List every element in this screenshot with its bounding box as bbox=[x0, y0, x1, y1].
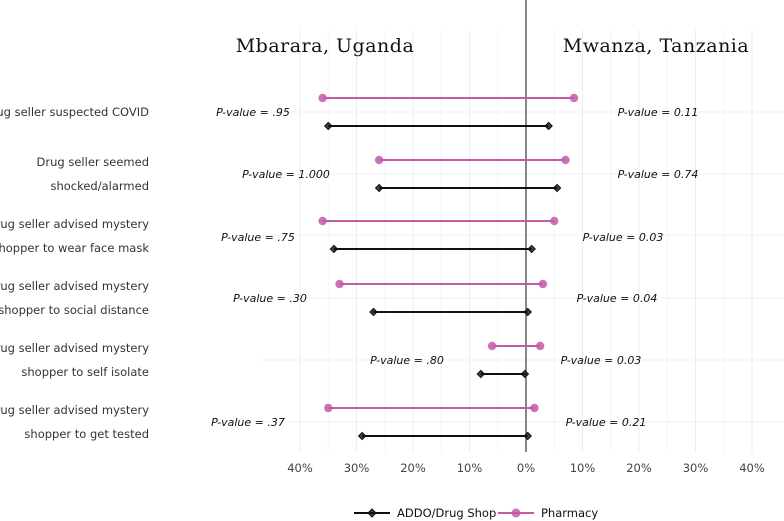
legend: ADDO/Drug Shop Pharmacy bbox=[354, 506, 598, 520]
p-value-uganda: P-value = .37 bbox=[211, 416, 285, 429]
x-tick-label: 10% bbox=[570, 461, 596, 475]
point-uganda bbox=[357, 431, 367, 441]
point-uganda bbox=[476, 369, 486, 379]
point-tanzania bbox=[523, 431, 533, 441]
region-title-uganda: Mbarara, Uganda bbox=[236, 35, 415, 57]
data-marks bbox=[318, 93, 579, 441]
x-tick-label: 10% bbox=[457, 461, 483, 475]
legend-marker-addo bbox=[367, 508, 377, 518]
p-value-uganda: P-value = .80 bbox=[370, 354, 444, 367]
point-uganda bbox=[329, 244, 339, 254]
point-uganda bbox=[318, 93, 327, 103]
category-label: shopper to get tested bbox=[24, 427, 149, 441]
point-tanzania bbox=[552, 183, 562, 193]
x-tick-label: 40% bbox=[287, 461, 313, 475]
p-value-tanzania: P-value = 0.21 bbox=[566, 416, 647, 429]
p-value-tanzania: P-value = 0.04 bbox=[577, 292, 658, 305]
legend-label-addo: ADDO/Drug Shop bbox=[397, 506, 496, 520]
category-label: Drug seller advised mystery bbox=[0, 403, 149, 417]
p-value-annotations: P-value = .95 P-value = 1.000 P-value = .7… bbox=[211, 106, 698, 429]
point-uganda bbox=[335, 279, 344, 289]
point-tanzania bbox=[527, 244, 536, 254]
region-title-tanzania: Mwanza, Tanzania bbox=[563, 35, 749, 57]
category-labels: Drug seller suspected COVID Drug seller s… bbox=[0, 105, 149, 441]
p-value-uganda: P-value = .30 bbox=[233, 292, 307, 305]
category-label: Drug seller seemed bbox=[37, 155, 149, 169]
p-value-uganda: P-value = 1.000 bbox=[242, 168, 330, 181]
legend-marker-pharmacy bbox=[511, 508, 521, 518]
category-label: shopper to wear face mask bbox=[0, 241, 149, 255]
p-value-uganda: P-value = .95 bbox=[216, 106, 290, 119]
category-label: Drug seller advised mystery bbox=[0, 217, 149, 231]
category-label: Drug seller suspected COVID bbox=[0, 105, 149, 119]
category-label: shopper to self isolate bbox=[21, 365, 149, 379]
x-tick-label: 0% bbox=[517, 461, 535, 475]
x-axis: 40% 30% 20% 10% 0% 10% 20% 30% 40% bbox=[287, 0, 765, 475]
point-uganda bbox=[374, 183, 384, 193]
point-tanzania bbox=[523, 307, 533, 317]
point-tanzania bbox=[550, 216, 559, 226]
point-uganda bbox=[374, 155, 384, 165]
point-tanzania bbox=[544, 121, 553, 131]
point-uganda bbox=[318, 216, 327, 226]
grid bbox=[262, 30, 784, 452]
x-tick-label: 30% bbox=[344, 461, 370, 475]
p-value-tanzania: P-value = 0.03 bbox=[561, 354, 642, 367]
legend-label-pharmacy: Pharmacy bbox=[541, 506, 598, 520]
point-tanzania bbox=[538, 279, 548, 289]
p-value-uganda: P-value = .75 bbox=[221, 231, 295, 244]
category-label: Drug seller advised mystery bbox=[0, 279, 149, 293]
point-uganda bbox=[323, 121, 333, 131]
category-label: shocked/alarmed bbox=[50, 179, 149, 193]
point-tanzania bbox=[530, 403, 539, 413]
point-uganda bbox=[487, 341, 497, 351]
x-tick-label: 30% bbox=[683, 461, 709, 475]
category-label: Drug seller advised mystery bbox=[0, 341, 149, 355]
p-value-tanzania: P-value = 0.03 bbox=[583, 231, 664, 244]
point-tanzania bbox=[520, 369, 530, 379]
region-titles: Mbarara, Uganda Mwanza, Tanzania bbox=[236, 35, 749, 57]
point-uganda bbox=[324, 403, 333, 413]
point-tanzania bbox=[561, 155, 570, 165]
x-tick-label: 20% bbox=[400, 461, 426, 475]
x-tick-label: 20% bbox=[626, 461, 652, 475]
point-tanzania bbox=[535, 341, 545, 351]
point-tanzania bbox=[569, 93, 579, 103]
point-uganda bbox=[369, 307, 378, 317]
p-value-tanzania: P-value = 0.74 bbox=[618, 168, 699, 181]
category-label: shopper to social distance bbox=[0, 303, 149, 317]
x-tick-label: 40% bbox=[739, 461, 765, 475]
p-value-tanzania: P-value = 0.11 bbox=[618, 106, 699, 119]
